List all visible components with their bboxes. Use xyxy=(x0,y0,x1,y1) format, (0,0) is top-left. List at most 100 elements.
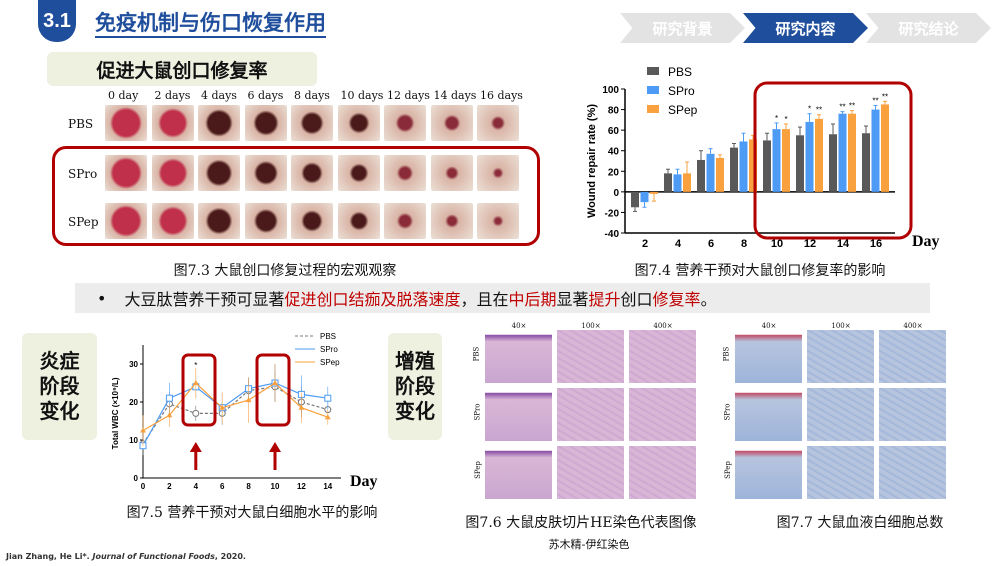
photo-column-header: 14 days xyxy=(433,89,477,102)
legend-label: PBS xyxy=(320,332,336,341)
x-axis-label: Day xyxy=(350,473,378,490)
legend-swatch xyxy=(647,105,659,113)
histology-row-label: PBS xyxy=(722,346,731,362)
bar-pbs xyxy=(730,147,738,192)
he-histology-image xyxy=(629,388,696,441)
bullet-phrase: ，且在 xyxy=(460,290,509,309)
mt-histology-image xyxy=(735,388,802,441)
nav-step-1[interactable]: 研究背景 xyxy=(620,13,745,43)
wound-photo xyxy=(105,105,147,141)
section-number-badge: 3.1 xyxy=(38,0,76,42)
wound-photo xyxy=(384,105,426,141)
x-tick-label: 10 xyxy=(271,482,280,491)
wound-photo xyxy=(198,155,240,191)
magnification-label: 400× xyxy=(653,322,673,330)
wound-photo xyxy=(430,203,473,239)
histology-row-label: SPro xyxy=(473,403,482,421)
mt-histology-image xyxy=(807,388,874,441)
bar-spro xyxy=(871,109,880,192)
mt-histology-image xyxy=(807,330,874,383)
he-histology-image xyxy=(629,446,696,499)
data-point xyxy=(324,414,331,420)
bar-spro xyxy=(739,141,748,192)
significance-mark: ** xyxy=(816,106,822,115)
bar-pbs xyxy=(796,135,804,192)
bar-spep xyxy=(881,104,889,192)
series-line-spep xyxy=(142,382,329,432)
red-arrow-icon xyxy=(269,442,281,452)
wound-photo xyxy=(105,203,147,239)
citation-journal: Journal of Functional Foods xyxy=(92,552,215,561)
wound-photo xyxy=(244,155,287,191)
y-axis-label: Total WBC (×10⁹/L) xyxy=(111,377,120,449)
page-title: 免疫机制与伤口恢复作用 xyxy=(95,10,326,38)
bullet-text: 大豆肽营养干预可显著促进创口结痂及脱落速度，且在中后期显著提升创口修复率。 xyxy=(124,286,716,310)
magnification-label: 400× xyxy=(903,322,923,330)
nav-step-2[interactable]: 研究内容 xyxy=(743,13,868,43)
wound-photo xyxy=(244,105,287,141)
he-histology-image xyxy=(557,446,624,499)
x-tick-label: 6 xyxy=(220,482,225,491)
magnification-label: 100× xyxy=(581,322,601,330)
x-tick-label: 12 xyxy=(297,482,306,491)
series-line-pbs xyxy=(142,386,328,445)
mt-histology-image xyxy=(879,330,946,383)
wound-photo xyxy=(477,203,519,239)
y-tick-label: -20 xyxy=(605,208,620,219)
highlighted-phrase: 中后期 xyxy=(508,290,557,309)
x-tick-label: 8 xyxy=(246,482,251,491)
data-point xyxy=(245,397,252,403)
he-histology-image xyxy=(629,330,696,383)
bar-pbs xyxy=(664,173,672,192)
x-tick-label: 12 xyxy=(804,238,816,250)
photo-column-header: 16 days xyxy=(480,89,523,102)
fig-7-6-subcaption: 苏木精-伊红染色 xyxy=(548,538,630,551)
x-tick-label: 4 xyxy=(675,238,682,250)
histology-row-label: SPep xyxy=(473,461,482,479)
wound-photo xyxy=(430,155,473,191)
legend-label: SPep xyxy=(320,358,340,367)
wound-photo xyxy=(291,105,333,141)
mt-histology-image xyxy=(807,446,874,499)
highlight-frame xyxy=(52,146,540,246)
wound-photo xyxy=(477,155,519,191)
wound-photo xyxy=(151,105,194,141)
y-tick-label: 0 xyxy=(134,474,139,483)
bar-pbs xyxy=(862,133,870,192)
bar-spep xyxy=(782,129,790,192)
bullet-phrase: 。 xyxy=(700,290,717,309)
fig-7-6-caption: 图7.6 大鼠皮肤切片HE染色代表图像 xyxy=(465,515,697,531)
bar-spep xyxy=(683,173,691,192)
citation: Jian Zhang, He Li*. Journal of Functiona… xyxy=(6,552,246,561)
key-finding-bullet: • 大豆肽营养干预可显著促进创口结痂及脱落速度，且在中后期显著提升创口修复率。 xyxy=(75,283,930,313)
bar-spep xyxy=(650,191,658,194)
highlighted-phrase: 促进创口结痂及脱落速度 xyxy=(284,290,461,309)
photo-column-header: 8 days xyxy=(294,89,330,102)
wound-photo xyxy=(384,155,426,191)
photo-column-header: 4 days xyxy=(201,89,237,102)
significance-mark: * xyxy=(784,115,787,124)
histology-row-label: SPep xyxy=(723,461,732,479)
legend-label: PBS xyxy=(668,65,692,79)
bullet-phrase: 大豆肽营养干预可显著 xyxy=(124,290,285,309)
wound-subtitle: 促进大鼠创口修复率 xyxy=(47,52,317,86)
magnification-label: 40× xyxy=(511,322,527,330)
photo-column-header: 0 day xyxy=(108,89,139,102)
photo-row-label: SPep xyxy=(68,215,99,229)
mt-histology-image xyxy=(879,446,946,499)
highlighted-phrase: 提升 xyxy=(588,290,621,309)
nav-step-3[interactable]: 研究结论 xyxy=(866,13,991,43)
significance-mark: ** xyxy=(849,102,855,111)
inflammation-stage-label: 炎症阶段变化 xyxy=(22,333,97,440)
photo-column-header: 6 days xyxy=(247,89,284,102)
bullet-dot: • xyxy=(97,288,107,308)
bar-pbs xyxy=(763,140,771,192)
data-point xyxy=(166,412,173,418)
wound-photo xyxy=(198,203,240,239)
citation-year: , 2020. xyxy=(214,552,246,561)
wound-repair-bar-chart: -40 -20 0 20 40 60 80 100 Wound repair rate (%) 2… xyxy=(586,65,940,250)
x-tick-label: 2 xyxy=(642,238,648,250)
bar-pbs xyxy=(631,191,639,208)
y-tick-label: 10 xyxy=(129,436,138,445)
